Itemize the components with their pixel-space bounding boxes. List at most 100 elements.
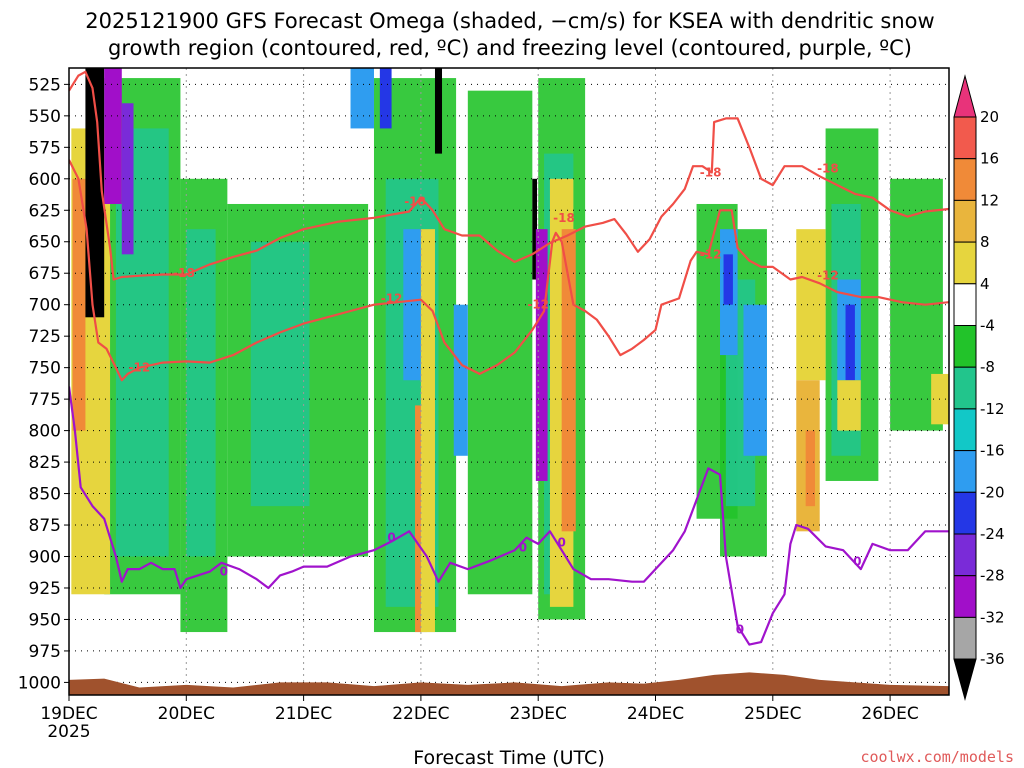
y-tick-label: 775 [29, 390, 61, 410]
colorbar-bin [953, 199, 977, 243]
colorbar-tick-label: -24 [980, 525, 1005, 543]
x-tick-label: 24DEC [627, 704, 684, 724]
shade-cell [434, 68, 443, 154]
grid-lines [69, 68, 949, 695]
colorbar-tick-label: 12 [980, 191, 999, 209]
y-tick-label: 550 [29, 107, 61, 127]
contour-label: -12 [700, 247, 722, 261]
x-tick-label: 21DEC [275, 704, 332, 724]
y-tick-label: 950 [29, 610, 61, 630]
plot-area: -18 -18 -18 -18 -18 -12 -12 -12 -12 -12 0 0 0 0 0 0 [69, 68, 949, 695]
colorbar-tick-label: -32 [980, 608, 1005, 626]
y-tick-label: 650 [29, 233, 61, 253]
colorbar-bin [953, 325, 977, 368]
contour-label: -18 [817, 162, 839, 176]
contour-label: -18 [404, 194, 426, 208]
shade-cell [561, 229, 576, 532]
shade-cell [845, 304, 855, 381]
chart-title-line-1: 2025121900 GFS Forecast Omega (shaded, −… [85, 9, 934, 33]
y-tick-label: 925 [29, 579, 61, 599]
terrain-area [69, 672, 949, 695]
colorbar-tick-label: -16 [980, 442, 1005, 460]
y-tick-label: 600 [29, 170, 61, 190]
plot-frame [68, 67, 950, 696]
shade-region [250, 241, 310, 507]
shade-cell [723, 254, 733, 305]
colorbar-top-triangle [953, 74, 977, 118]
terrain-layer [69, 672, 949, 695]
chart-title-line-2: growth region (contoured, red, ºC) and f… [108, 36, 912, 60]
contour-label: -12 [129, 361, 151, 375]
colorbar-bin [953, 408, 977, 452]
contour-label: -18 [173, 266, 195, 280]
x-tick-label: 26DEC [861, 704, 918, 724]
x-axis-year: 2025 [47, 722, 90, 742]
y-tick-label: 825 [29, 453, 61, 473]
colorbar-tick-label: 4 [980, 275, 990, 293]
shade-cell [121, 103, 134, 255]
shade-cell [805, 430, 816, 507]
colorbar-tick-label: -12 [980, 400, 1005, 418]
colorbar-tick-label: -28 [980, 567, 1005, 585]
contour-label: -12 [527, 298, 549, 312]
colorbar-bin [953, 158, 977, 201]
colorbar-bin [953, 241, 977, 285]
colorbar-bin [953, 283, 977, 326]
contour-label: -12 [381, 291, 403, 305]
colorbar-tick-label: -20 [980, 483, 1005, 501]
shade-cell [420, 229, 435, 633]
contour-label: 0 [736, 623, 744, 637]
contour-label: 0 [853, 555, 861, 569]
credit-text: coolwx.com/models [860, 748, 1014, 766]
y-tick-label: 700 [29, 296, 61, 316]
x-axis: 19DEC 20DEC 21DEC 22DEC 23DEC 24DEC 25DEC 26DEC [40, 695, 919, 724]
x-axis-label: Forecast Time (UTC) [413, 747, 604, 768]
contour-label: 0 [519, 541, 527, 555]
y-tick-label: 525 [29, 75, 61, 95]
y-tick-label: 675 [29, 264, 61, 284]
shade-cell [743, 304, 767, 456]
shade-cell [532, 178, 538, 280]
y-tick-label: 1000 [18, 673, 61, 693]
x-tick-label: 23DEC [510, 704, 567, 724]
y-tick-label: 850 [29, 485, 61, 505]
colorbar-tick-label: -8 [980, 358, 995, 376]
contour-label: -18 [553, 211, 575, 225]
colorbar-bin [953, 491, 977, 535]
contour-labels: -18 -18 -18 -18 -18 -12 -12 -12 -12 -12 0 0 0 0 0 0 [129, 162, 862, 637]
colorbar-tick-label: 8 [980, 233, 990, 251]
colorbar-bin [953, 116, 977, 160]
contour-label: -18 [700, 166, 722, 180]
colorbar-tick-label: 20 [980, 108, 999, 126]
y-tick-label: 625 [29, 201, 61, 221]
colorbar: 20 16 12 8 4 -4 -8 -12 -16 -20 -24 -28 -32 -36 [953, 74, 1005, 701]
contour-label: 0 [387, 531, 395, 545]
shade-cell [837, 380, 861, 431]
shade-cell [379, 68, 392, 129]
colorbar-bin [953, 450, 977, 493]
contour-lines [69, 70, 949, 646]
colorbar-bin [953, 366, 977, 410]
y-tick-label: 575 [29, 138, 61, 158]
colorbar-tick-label: 16 [980, 150, 999, 168]
shade-cell [350, 68, 374, 129]
shade-cell [85, 68, 105, 318]
contour-line [69, 70, 949, 281]
x-tick-label: 22DEC [392, 704, 449, 724]
y-tick-label: 875 [29, 516, 61, 536]
shade-cell [453, 304, 468, 456]
colorbar-bin [953, 533, 977, 577]
colorbar-bin [953, 616, 977, 660]
contour-label: -12 [817, 269, 839, 283]
colorbar-bin [953, 575, 977, 618]
y-tick-label: 800 [29, 422, 61, 442]
y-tick-label: 725 [29, 327, 61, 347]
contour-label: 0 [220, 565, 228, 579]
colorbar-tick-label: -36 [980, 650, 1005, 668]
y-tick-label: 750 [29, 359, 61, 379]
colorbar-tick-label: -4 [980, 317, 995, 335]
contour-line [69, 159, 949, 382]
shade-cell [796, 229, 826, 381]
